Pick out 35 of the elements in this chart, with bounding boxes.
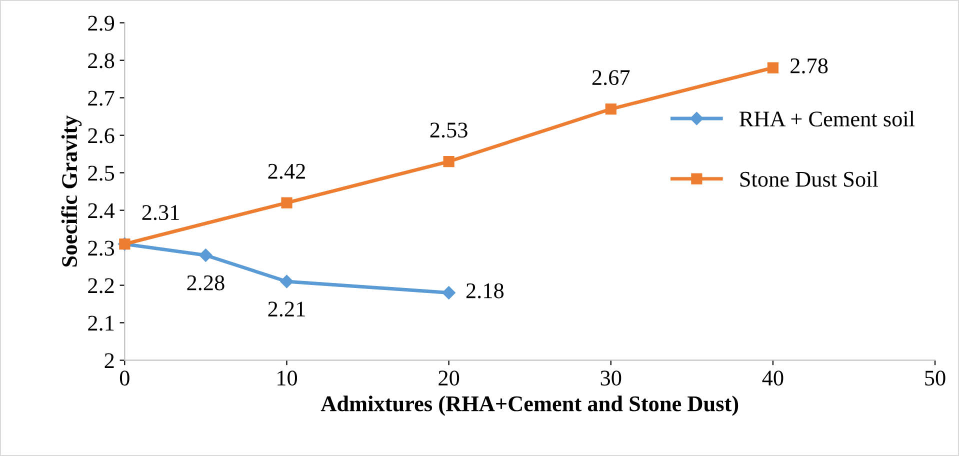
data-label: 2.31 <box>142 205 179 220</box>
data-label: 2.53 <box>430 122 468 138</box>
point <box>199 248 212 262</box>
y-tick-label: 2.9 <box>88 16 114 31</box>
point <box>767 62 779 74</box>
point <box>281 197 292 208</box>
y-tick-label: 2.1 <box>88 316 114 331</box>
y-tick-label: 2.4 <box>88 203 115 218</box>
x-tick-label: 30 <box>600 370 622 386</box>
x-tick-label: 20 <box>438 370 460 386</box>
y-tick-label: 2.3 <box>88 240 114 256</box>
y-tick-label: 2.6 <box>88 128 114 144</box>
y-tick-label: 2.5 <box>88 166 114 181</box>
legend-label: RHA + Cement soil <box>740 110 915 127</box>
x-tick-label: 10 <box>278 370 298 386</box>
x-axis-title: Admixtures (RHA+Cement and Stone Dust) <box>320 396 738 416</box>
point <box>280 274 294 288</box>
data-label: 2.78 <box>790 58 828 74</box>
point <box>605 103 616 115</box>
data-label: 2.28 <box>187 275 224 290</box>
y-axis-title: Soecific Gravity <box>61 116 82 267</box>
point <box>443 156 454 168</box>
legend-label: Stone Dust Soil <box>740 171 878 187</box>
point <box>442 286 456 300</box>
data-label: 2.21 <box>268 302 305 317</box>
x-tick-label: 0 <box>120 370 130 386</box>
y-tick-label: 2.2 <box>88 278 114 294</box>
data-label: 2.18 <box>466 283 504 298</box>
y-tick-label: 2.7 <box>88 90 114 106</box>
x-tick-label: 50 <box>925 370 946 386</box>
data-label: 2.42 <box>268 164 305 179</box>
x-tick-label: 40 <box>762 370 784 386</box>
data-label: 2.67 <box>592 70 630 86</box>
y-tick-label: 2.8 <box>88 53 114 68</box>
y-tick-label: 2 <box>104 353 114 368</box>
